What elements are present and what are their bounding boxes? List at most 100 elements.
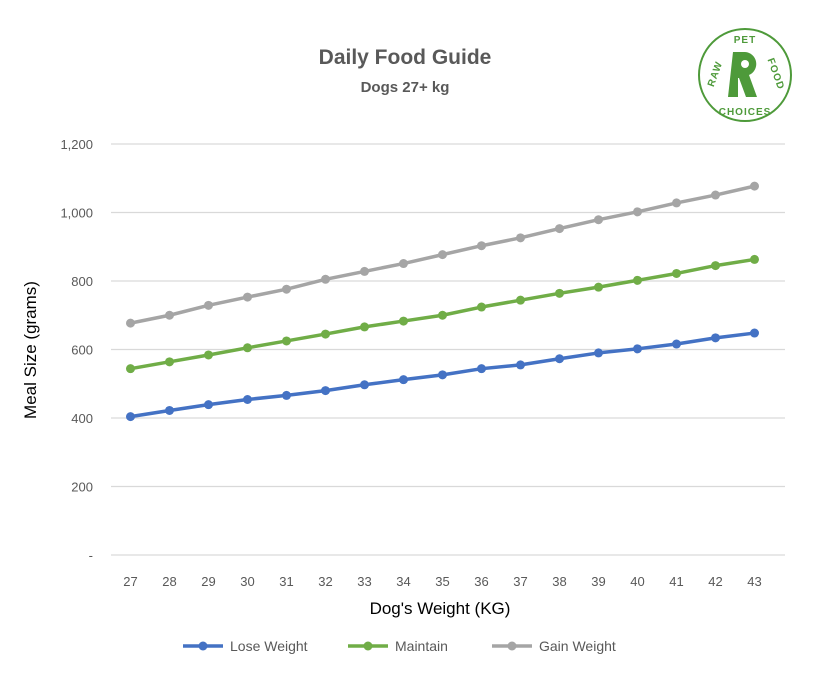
data-point — [282, 336, 291, 346]
data-point — [477, 241, 486, 251]
data-point — [321, 274, 330, 284]
x-tick-label: 27 — [123, 574, 137, 589]
chart-title: Daily Food Guide — [319, 46, 492, 69]
legend-item: Maintain — [348, 638, 448, 654]
data-point — [477, 364, 486, 374]
data-point — [321, 386, 330, 396]
data-point — [555, 288, 564, 298]
data-point — [282, 390, 291, 400]
data-point — [126, 318, 135, 328]
x-tick-label: 29 — [201, 574, 215, 589]
data-point — [672, 198, 681, 208]
x-tick-label: 32 — [318, 574, 332, 589]
data-point — [633, 207, 642, 217]
data-point — [243, 395, 252, 405]
y-tick-label: - — [89, 548, 93, 563]
logo-text-bottom: CHOICES — [719, 107, 772, 118]
x-tick-label: 36 — [474, 574, 488, 589]
data-point — [750, 181, 759, 191]
data-point — [555, 354, 564, 364]
data-point — [438, 250, 447, 260]
legend-label: Lose Weight — [230, 638, 308, 654]
data-point — [360, 380, 369, 390]
legend-swatch-marker — [363, 641, 373, 651]
data-point — [126, 364, 135, 374]
x-tick-label: 31 — [279, 574, 293, 589]
y-tick-label: 800 — [71, 274, 93, 289]
series-maintain — [126, 254, 759, 374]
data-point — [711, 261, 720, 271]
x-tick-labels: 27 28 29 30 31 32 33 34 35 36 37 38 39 40 41 42 43 — [123, 574, 761, 589]
series-group — [126, 181, 759, 422]
x-tick-label: 38 — [552, 574, 566, 589]
series-gain-weight — [126, 181, 759, 328]
data-point — [594, 215, 603, 225]
y-tick-label: 200 — [71, 480, 93, 495]
x-tick-label: 37 — [513, 574, 527, 589]
data-point — [516, 360, 525, 370]
data-point — [711, 190, 720, 200]
legend: Lose Weight Maintain Gain Weight — [183, 638, 616, 654]
data-point — [594, 282, 603, 292]
logo-text-right: FOOD — [765, 57, 787, 92]
data-point — [516, 295, 525, 305]
data-point — [438, 310, 447, 320]
data-point — [126, 412, 135, 422]
data-point — [204, 300, 213, 310]
data-point — [633, 344, 642, 354]
data-point — [399, 316, 408, 326]
logo-text-top: PET — [734, 35, 756, 46]
x-tick-label: 43 — [747, 574, 761, 589]
x-tick-label: 34 — [396, 574, 410, 589]
x-tick-label: 40 — [630, 574, 644, 589]
data-point — [282, 284, 291, 294]
x-axis-label: Dog's Weight (KG) — [370, 599, 511, 618]
data-point — [555, 224, 564, 234]
data-point — [165, 310, 174, 320]
x-tick-label: 28 — [162, 574, 176, 589]
chart-subtitle: Dogs 27+ kg — [361, 79, 450, 96]
logo: PET CHOICES RAW FOOD — [698, 28, 792, 122]
data-point — [360, 266, 369, 276]
legend-label: Gain Weight — [539, 638, 616, 654]
legend-item: Gain Weight — [492, 638, 616, 654]
legend-label: Maintain — [395, 638, 448, 654]
y-tick-label: 1,000 — [60, 206, 93, 221]
data-point — [399, 375, 408, 385]
legend-item: Lose Weight — [183, 638, 308, 654]
y-axis-label: Meal Size (grams) — [21, 281, 40, 419]
x-tick-label: 42 — [708, 574, 722, 589]
logo-r-mark — [728, 52, 757, 97]
data-point — [438, 370, 447, 380]
logo-text-left: RAW — [706, 60, 725, 89]
data-point — [594, 348, 603, 358]
x-tick-label: 35 — [435, 574, 449, 589]
legend-swatch-marker — [198, 641, 208, 651]
data-point — [711, 333, 720, 343]
legend-swatch-marker — [507, 641, 517, 651]
data-point — [165, 357, 174, 367]
data-point — [399, 259, 408, 269]
data-point — [750, 254, 759, 264]
series-lose-weight — [126, 328, 759, 422]
x-tick-label: 30 — [240, 574, 254, 589]
data-point — [204, 350, 213, 360]
data-point — [165, 405, 174, 415]
y-tick-label: 1,200 — [60, 137, 93, 152]
data-point — [321, 329, 330, 339]
y-tick-label: 400 — [71, 411, 93, 426]
data-point — [516, 233, 525, 243]
y-tick-label: 600 — [71, 343, 93, 358]
data-point — [672, 339, 681, 349]
data-point — [750, 328, 759, 338]
x-tick-label: 33 — [357, 574, 371, 589]
data-point — [360, 322, 369, 332]
gridlines — [111, 143, 785, 556]
data-point — [243, 343, 252, 353]
data-point — [672, 268, 681, 278]
y-tick-labels: - 200 400 600 800 1,000 1,200 — [60, 137, 93, 563]
data-point — [204, 400, 213, 410]
data-point — [243, 292, 252, 302]
x-tick-label: 41 — [669, 574, 683, 589]
